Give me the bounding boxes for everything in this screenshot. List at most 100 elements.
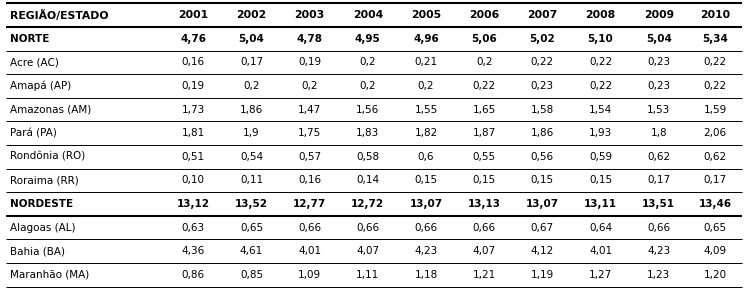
Text: 0,15: 0,15 <box>589 175 612 185</box>
Text: 0,2: 0,2 <box>476 57 492 68</box>
Text: 1,82: 1,82 <box>415 128 438 138</box>
Text: 1,09: 1,09 <box>298 270 322 280</box>
Text: Alagoas (AL): Alagoas (AL) <box>10 222 75 233</box>
Text: 0,56: 0,56 <box>531 152 554 162</box>
Text: 1,47: 1,47 <box>298 105 322 115</box>
Text: 1,20: 1,20 <box>703 270 727 280</box>
Text: 0,15: 0,15 <box>473 175 496 185</box>
Text: 4,12: 4,12 <box>530 246 554 256</box>
Text: 0,67: 0,67 <box>531 222 554 233</box>
Text: Acre (AC): Acre (AC) <box>10 57 59 68</box>
Text: 0,15: 0,15 <box>531 175 554 185</box>
Text: 1,56: 1,56 <box>357 105 380 115</box>
Text: 0,23: 0,23 <box>531 81 554 91</box>
Text: Amazonas (AM): Amazonas (AM) <box>10 105 91 115</box>
Text: 0,6: 0,6 <box>418 152 434 162</box>
Text: 1,86: 1,86 <box>530 128 554 138</box>
Text: 1,59: 1,59 <box>703 105 727 115</box>
Text: NORTE: NORTE <box>10 34 49 44</box>
Text: Rondônia (RO): Rondônia (RO) <box>10 152 85 162</box>
Text: 0,62: 0,62 <box>703 152 727 162</box>
Text: 5,04: 5,04 <box>239 34 265 44</box>
Text: 2004: 2004 <box>353 10 383 20</box>
Text: 0,19: 0,19 <box>298 57 322 68</box>
Text: 0,21: 0,21 <box>415 57 438 68</box>
Text: 4,96: 4,96 <box>413 34 439 44</box>
Text: 13,12: 13,12 <box>177 199 210 209</box>
Text: 13,13: 13,13 <box>468 199 501 209</box>
Text: 1,21: 1,21 <box>472 270 496 280</box>
Text: 4,09: 4,09 <box>703 246 727 256</box>
Text: 0,51: 0,51 <box>182 152 205 162</box>
Text: 0,2: 0,2 <box>360 81 376 91</box>
Text: 0,57: 0,57 <box>298 152 322 162</box>
Text: 0,23: 0,23 <box>647 57 670 68</box>
Text: 2005: 2005 <box>411 10 441 20</box>
Text: 0,22: 0,22 <box>703 81 727 91</box>
Text: 0,22: 0,22 <box>473 81 496 91</box>
Text: Maranhão (MA): Maranhão (MA) <box>10 270 90 280</box>
Text: 5,34: 5,34 <box>702 34 728 44</box>
Text: 1,27: 1,27 <box>589 270 612 280</box>
Text: 0,2: 0,2 <box>418 81 434 91</box>
Text: 0,63: 0,63 <box>182 222 205 233</box>
Text: 13,07: 13,07 <box>410 199 442 209</box>
Text: Roraima (RR): Roraima (RR) <box>10 175 79 185</box>
Text: 0,59: 0,59 <box>589 152 612 162</box>
Text: 1,93: 1,93 <box>589 128 612 138</box>
Text: 2010: 2010 <box>700 10 730 20</box>
Text: 1,55: 1,55 <box>415 105 438 115</box>
Text: 1,73: 1,73 <box>182 105 205 115</box>
Text: 0,66: 0,66 <box>357 222 380 233</box>
Text: 2007: 2007 <box>527 10 557 20</box>
Text: 5,04: 5,04 <box>646 34 671 44</box>
Text: 0,17: 0,17 <box>240 57 263 68</box>
Text: Amapá (AP): Amapá (AP) <box>10 81 71 91</box>
Text: 13,11: 13,11 <box>584 199 617 209</box>
Text: 0,66: 0,66 <box>473 222 496 233</box>
Text: 2,06: 2,06 <box>703 128 727 138</box>
Text: 5,06: 5,06 <box>471 34 497 44</box>
Text: 13,46: 13,46 <box>698 199 732 209</box>
Text: 4,23: 4,23 <box>415 246 438 256</box>
Text: 5,02: 5,02 <box>530 34 555 44</box>
Text: NORDESTE: NORDESTE <box>10 199 73 209</box>
Text: 4,78: 4,78 <box>297 34 323 44</box>
Text: REGIÃO/ESTADO: REGIÃO/ESTADO <box>10 10 108 21</box>
Text: 0,22: 0,22 <box>531 57 554 68</box>
Text: 4,23: 4,23 <box>647 246 671 256</box>
Text: 1,9: 1,9 <box>243 128 260 138</box>
Text: 1,86: 1,86 <box>240 105 263 115</box>
Text: 2006: 2006 <box>469 10 499 20</box>
Text: 0,17: 0,17 <box>703 175 727 185</box>
Text: 0,15: 0,15 <box>415 175 438 185</box>
Text: 1,11: 1,11 <box>357 270 380 280</box>
Text: 2009: 2009 <box>644 10 674 20</box>
Text: 13,52: 13,52 <box>235 199 268 209</box>
Text: Pará (PA): Pará (PA) <box>10 128 57 138</box>
Text: 0,55: 0,55 <box>473 152 496 162</box>
Text: 4,01: 4,01 <box>298 246 322 256</box>
Text: 4,07: 4,07 <box>473 246 496 256</box>
Text: 0,17: 0,17 <box>647 175 670 185</box>
Text: 2008: 2008 <box>586 10 615 20</box>
Text: Bahia (BA): Bahia (BA) <box>10 246 65 256</box>
Text: 0,16: 0,16 <box>182 57 205 68</box>
Text: 0,64: 0,64 <box>589 222 612 233</box>
Text: 0,54: 0,54 <box>240 152 263 162</box>
Text: 0,66: 0,66 <box>647 222 670 233</box>
Text: 0,22: 0,22 <box>589 57 612 68</box>
Text: 4,95: 4,95 <box>355 34 380 44</box>
Text: 0,22: 0,22 <box>589 81 612 91</box>
Text: 0,2: 0,2 <box>243 81 260 91</box>
Text: 12,77: 12,77 <box>293 199 326 209</box>
Text: 0,86: 0,86 <box>182 270 205 280</box>
Text: 0,11: 0,11 <box>240 175 263 185</box>
Text: 0,65: 0,65 <box>703 222 727 233</box>
Text: 4,61: 4,61 <box>240 246 263 256</box>
Text: 1,23: 1,23 <box>647 270 671 280</box>
Text: 4,76: 4,76 <box>181 34 207 44</box>
Text: 4,36: 4,36 <box>182 246 205 256</box>
Text: 0,85: 0,85 <box>240 270 263 280</box>
Text: 0,66: 0,66 <box>298 222 322 233</box>
